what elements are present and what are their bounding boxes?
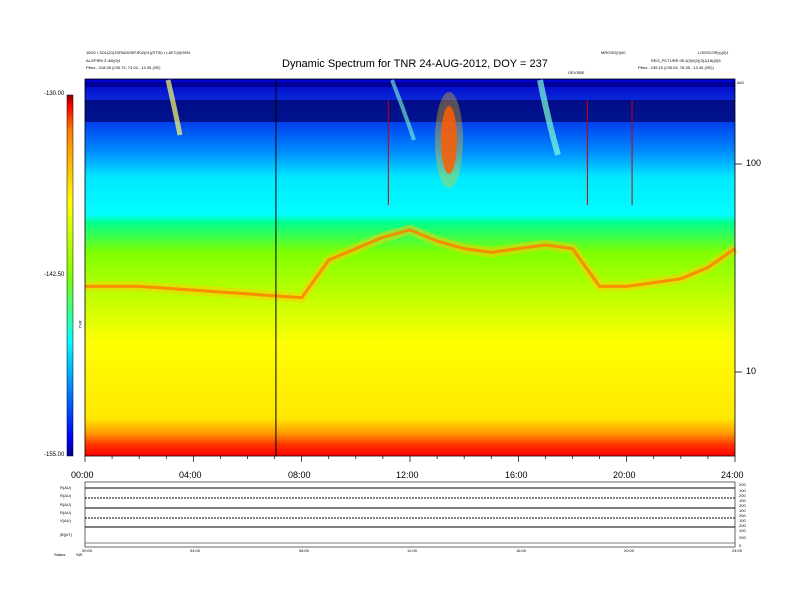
panel-right-label: 0 <box>739 543 742 548</box>
panel-right-label: 200 <box>739 482 746 487</box>
colorbar-bottom-label: -155.00 <box>44 452 65 458</box>
x-tick-label: 16:00 <box>505 470 528 480</box>
panel-bottom-label: 12:00 <box>407 548 418 553</box>
panel-bottom-label: 16:00 <box>516 548 527 553</box>
colorbar-mid-label: -142.50 <box>44 272 65 278</box>
x-tick-label: 20:00 <box>613 470 636 480</box>
chart-title: Dynamic Spectrum for TNR 24-AUG-2012, DO… <box>282 58 548 70</box>
aux-panels <box>84 481 736 548</box>
header-mid-label: GEVSBE <box>568 70 585 75</box>
drift-streak <box>165 79 183 136</box>
spectrogram-background <box>85 79 735 456</box>
panel-right-label: 100 <box>739 498 746 503</box>
header-corner-label: ##3 <box>737 80 744 85</box>
panel-right-label: 100 <box>739 508 746 513</box>
header-left-line3: Pbeo : 218.05 (235.73, 74.02, -12.95 (SE… <box>86 65 161 70</box>
panel-right-label: 100 <box>739 518 746 523</box>
x-ticks <box>84 456 736 462</box>
dark-band <box>85 100 735 122</box>
panel-bottom-label: 04:00 <box>190 548 201 553</box>
panel-label: R(AU) <box>60 502 72 507</box>
panel-label: V(AU) <box>60 518 71 523</box>
panel-label: |B|(nT) <box>60 532 73 537</box>
header-right-top2: LOESCOR(•)(0)1 <box>698 50 729 55</box>
panel-right-label: 200 <box>739 513 746 518</box>
header-left-line2: ALGPIR0.3 •60(0)4 <box>86 58 121 63</box>
burst-feature <box>441 106 457 174</box>
panel-right-label: 200 <box>739 503 746 508</box>
header-right-top1: MROSO(0)40 <box>601 50 626 55</box>
x-tick-label: 24:00 <box>721 470 744 480</box>
status-label: Status <box>54 552 66 557</box>
drift-streak <box>537 79 561 156</box>
panel-right-label: 200 <box>739 523 746 528</box>
panel-right-label: 100 <box>739 528 746 533</box>
panel-right-label: 100 <box>739 488 746 493</box>
header-right-line3: Pbeo : 239.15 (235.04, 78.35, -12.45 (SE… <box>638 65 714 70</box>
header-left-line1: 16G0 • 3OL(20)1SPA030SP.R02(01)(STSI) • … <box>86 50 191 55</box>
panel-label: R(AU) <box>60 493 72 498</box>
x-tick-label: 00:00 <box>71 470 94 480</box>
peak-band-glow <box>85 224 738 303</box>
panel-label: R(AU) <box>60 485 72 490</box>
x-tick-label: 04:00 <box>179 470 202 480</box>
x-tick-label: 12:00 <box>396 470 419 480</box>
status-value: SW <box>76 552 83 557</box>
drift-streak <box>390 79 416 141</box>
colorbar <box>66 94 74 457</box>
dark-band <box>85 82 735 87</box>
panel-bottom-label: 24:00 <box>732 548 743 553</box>
panel-right-label: 200 <box>739 493 746 498</box>
right-axis-label-10: 10 <box>746 366 757 376</box>
panel-frame <box>84 481 736 548</box>
x-tick-label: 08:00 <box>288 470 311 480</box>
burst-feature <box>435 92 463 188</box>
panel-bottom-label: 08:00 <box>299 548 310 553</box>
panel-label: R(AU) <box>60 510 72 515</box>
panel-bottom-label: 20:00 <box>624 548 635 553</box>
vertical-lines <box>275 79 633 456</box>
panel-bottom-label: 00:00 <box>82 548 93 553</box>
colorbar-top-label: -130.00 <box>44 91 65 97</box>
right-axis-label-100: 100 <box>746 158 762 168</box>
panel-right-label: 200 <box>739 535 746 540</box>
header-right-line2: REG_PCTURE 05:1(0)0(2)(3)1(18)(0)5 <box>651 58 721 63</box>
